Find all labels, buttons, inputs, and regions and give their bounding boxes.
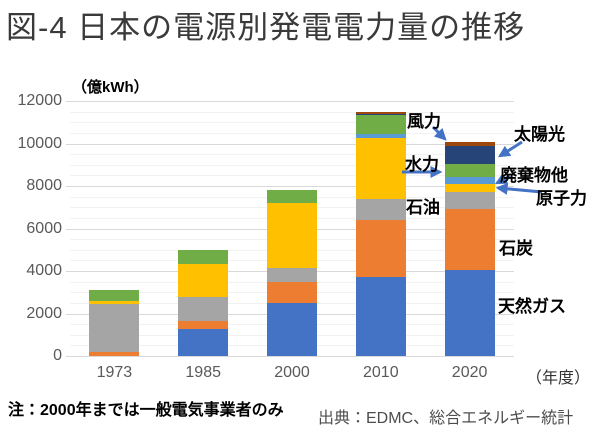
annotation-label-hydro: 水力 — [405, 155, 439, 174]
gridline-minor — [70, 164, 514, 166]
bar-2020-segment-wind — [444, 142, 495, 146]
bar-2000-segment-nuclear — [267, 203, 317, 269]
bar-2000-segment-oil — [267, 268, 317, 282]
y-axis-tick-label: 2000 — [26, 304, 62, 322]
y-axis-tick-label: 6000 — [26, 219, 62, 237]
bar-2010-segment-solar — [355, 113, 406, 115]
bar-2010-segment-waste — [355, 134, 406, 139]
gridline-major — [66, 186, 514, 187]
y-axis-tick-label: 4000 — [26, 262, 62, 279]
bar-2010-segment-wind — [355, 112, 406, 114]
bar-1973-segment-oil — [89, 304, 140, 353]
gridline-major — [66, 356, 514, 357]
gridline-minor — [70, 154, 514, 156]
bar-1985-segment-coal — [178, 320, 229, 330]
x-axis-tick-label-2010: 2010 — [363, 364, 399, 381]
bar-2010-segment-oil — [355, 199, 406, 221]
bar-1985-segment-gas — [178, 329, 229, 356]
x-axis-tick-label-2020: 2020 — [451, 364, 488, 381]
y-axis-tick-label: 12000 — [17, 92, 63, 109]
bar-2010-segment-coal — [355, 220, 406, 278]
x-axis-tick-label-2000: 2000 — [274, 364, 310, 381]
bar-2020-segment-solar — [444, 145, 495, 164]
bar-2020-segment-gas — [444, 269, 495, 356]
y-axis-tick-label: 10000 — [17, 134, 63, 152]
x-axis-unit-label: （年度） — [526, 370, 591, 387]
x-axis-tick-label-1985: 1985 — [185, 364, 221, 381]
y-axis-tick-label: 8000 — [26, 177, 62, 194]
bar-2020-segment-coal — [444, 209, 495, 270]
bar-1973-segment-coal — [89, 352, 140, 356]
bar-1985-segment-hydro — [178, 249, 229, 264]
bar-2020-segment-nuclear — [444, 183, 495, 192]
footnote: 注：2000年までは一般電気事業者のみ — [8, 402, 284, 419]
gridline-minor — [70, 111, 514, 113]
bar-1985-segment-oil — [178, 296, 229, 321]
bar-2000-segment-coal — [267, 281, 317, 304]
bar-2010-segment-gas — [355, 277, 406, 356]
bar-1985-segment-nuclear — [178, 263, 229, 297]
annotation-label-coal: 石炭 — [499, 239, 533, 258]
bar-1973-segment-nuclear — [89, 301, 140, 305]
bar-2010-segment-hydro — [355, 114, 406, 135]
bar-2000-segment-gas — [267, 303, 317, 356]
gridline-minor — [70, 175, 514, 177]
bar-2010-segment-nuclear — [355, 138, 406, 200]
gridline-major — [66, 101, 514, 102]
source-text: 出典：EDMC、総合エネルギー統計 — [318, 410, 574, 427]
bar-2000-segment-hydro — [267, 190, 317, 204]
annotation-label-waste: 廃棄物他 — [500, 166, 568, 185]
gridline-minor — [70, 132, 514, 134]
gridline-major — [66, 143, 514, 145]
annotation-label-oil: 石油 — [406, 198, 440, 217]
gridline-minor — [70, 122, 514, 124]
chart-title: 図-4 日本の電源別発電電力量の推移 — [6, 10, 526, 45]
bar-1973-segment-hydro — [89, 290, 140, 302]
bar-2020-segment-oil — [444, 191, 495, 210]
annotation-label-nuclear: 原子力 — [536, 189, 587, 208]
annotation-label-solar: 太陽光 — [514, 125, 565, 144]
y-axis-unit-label: （億kWh） — [72, 79, 149, 96]
bar-2020-segment-hydro — [444, 163, 495, 178]
bar-2020-segment-waste — [444, 177, 495, 184]
y-axis-tick-label: 0 — [53, 347, 62, 364]
annotation-label-gas: 天然ガス — [498, 297, 566, 316]
x-axis-tick-label-1973: 1973 — [96, 364, 133, 381]
annotation-label-wind: 風力 — [407, 112, 441, 131]
